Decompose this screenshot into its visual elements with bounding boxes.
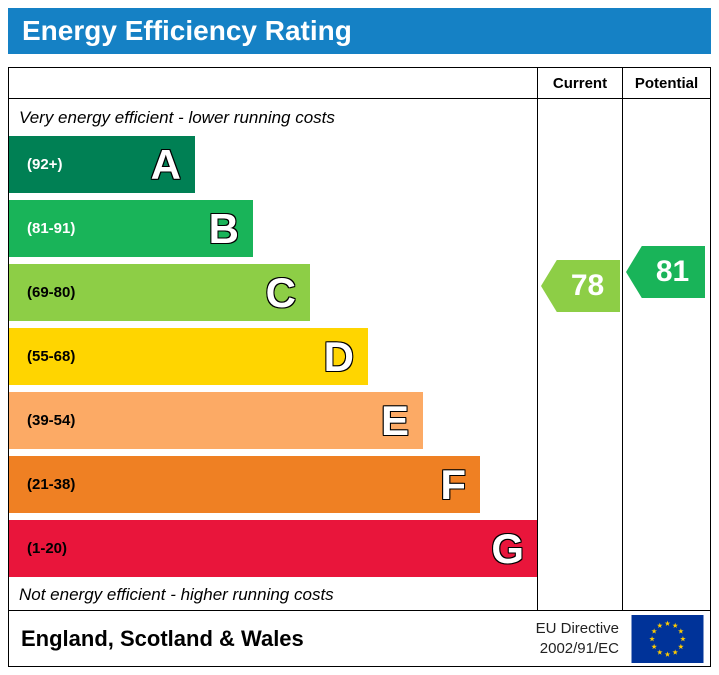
- eu-directive-line1: EU Directive: [535, 620, 619, 637]
- rating-table-header: Current Potential: [9, 68, 710, 99]
- band-letter: C: [265, 269, 296, 316]
- current-rating-value: 78: [570, 269, 605, 302]
- band-bar-c: (69-80) C: [9, 264, 310, 321]
- rating-table-body: Very energy efficient - lower running co…: [9, 99, 710, 610]
- epc-rating-table: Current Potential Very energy efficient …: [8, 67, 711, 667]
- band-bar-f: (21-38) F: [9, 456, 480, 513]
- band-letter: F: [440, 461, 466, 508]
- chart-column-header-spacer: [9, 68, 537, 98]
- eu-flag-icon: [631, 614, 704, 663]
- band-range-label: (92+): [27, 156, 63, 173]
- current-rating-column: 78: [537, 99, 622, 610]
- rating-table-footer: England, Scotland & Wales EU Directive 2…: [9, 610, 710, 666]
- potential-rating-arrow: 81: [626, 246, 705, 298]
- band-letter: G: [491, 525, 524, 572]
- bottom-caption: Not energy efficient - higher running co…: [19, 585, 334, 604]
- eu-directive-line2: 2002/91/EC: [539, 639, 619, 657]
- column-header-current: Current: [537, 68, 622, 98]
- potential-rating-column: 81: [622, 99, 710, 610]
- band-range-label: (69-80): [27, 284, 76, 301]
- eu-directive-label: EU Directive 2002/91/EC: [536, 619, 619, 658]
- rating-bands-chart: Very energy efficient - lower running co…: [9, 99, 537, 610]
- potential-rating-value: 81: [655, 255, 690, 288]
- footer-region-label: England, Scotland & Wales: [21, 625, 304, 651]
- band-bar-a: (92+) A: [9, 136, 195, 193]
- band-range-label: (55-68): [27, 348, 76, 365]
- top-caption: Very energy efficient - lower running co…: [19, 108, 335, 127]
- band-range-label: (1-20): [27, 540, 68, 557]
- band-letter: A: [150, 141, 181, 188]
- band-range-label: (81-91): [27, 220, 76, 237]
- band-bar-d: (55-68) D: [9, 328, 368, 385]
- column-header-potential: Potential: [622, 68, 710, 98]
- band-bar-g: (1-20) G: [9, 520, 537, 577]
- band-letter: B: [208, 205, 239, 252]
- band-range-label: (39-54): [27, 412, 76, 429]
- band-letter: E: [380, 397, 409, 444]
- band-bars: (92+) A (81-91) B (69-80) C (55-68) D (39-54) E (2…: [9, 136, 537, 577]
- band-letter: D: [323, 333, 354, 380]
- band-bar-b: (81-91) B: [9, 200, 253, 257]
- band-range-label: (21-38): [27, 476, 76, 493]
- current-rating-arrow: 78: [541, 260, 620, 312]
- page-title: Energy Efficiency Rating: [8, 8, 711, 54]
- band-bar-e: (39-54) E: [9, 392, 423, 449]
